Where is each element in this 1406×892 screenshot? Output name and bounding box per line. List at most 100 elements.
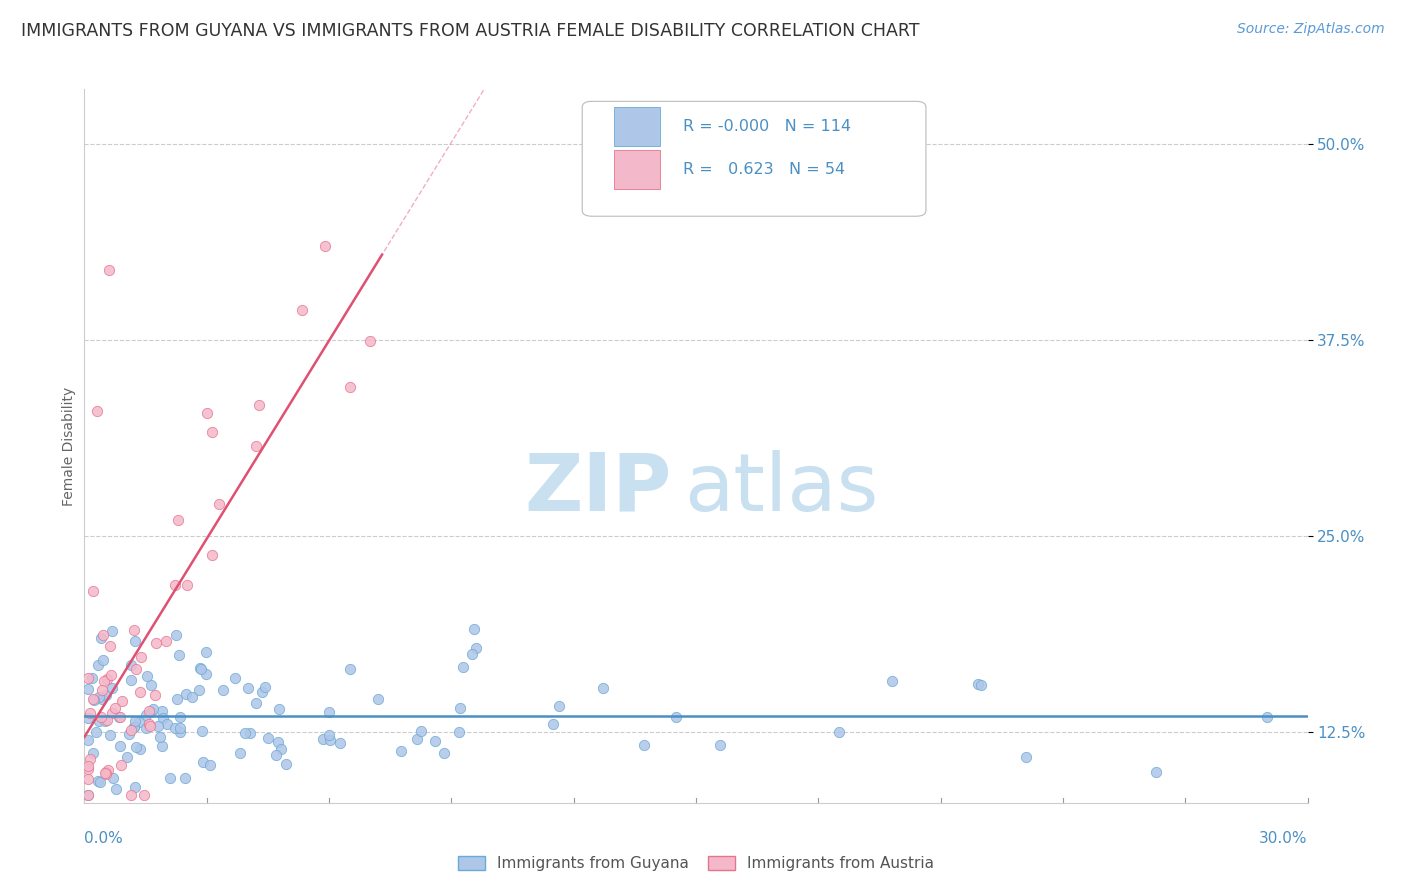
Point: [143, 688, 166, 702]
Text: IMMIGRANTS FROM GUYANA VS IMMIGRANTS FROM AUSTRIA FEMALE DISABILITY CORRELATION : IMMIGRANTS FROM GUYANA VS IMMIGRANTS FRO…: [21, 22, 920, 40]
Point: [314, 239, 336, 253]
Point: [174, 687, 197, 701]
Point: [77, 788, 100, 802]
Point: [1144, 764, 1167, 779]
Point: [122, 624, 145, 638]
Point: [124, 714, 146, 728]
Point: [77, 733, 100, 747]
Point: [191, 723, 214, 738]
Point: [89, 775, 111, 789]
Point: [464, 640, 486, 655]
Point: [150, 739, 173, 753]
Point: [152, 711, 174, 725]
Point: [120, 658, 142, 673]
Point: [664, 709, 686, 723]
Point: [145, 636, 167, 650]
Point: [82, 584, 104, 599]
Bar: [614, 150, 661, 189]
Point: [447, 725, 470, 739]
Point: [93, 674, 115, 689]
Point: [97, 764, 120, 778]
Point: [142, 702, 165, 716]
Point: [245, 439, 267, 453]
Point: [827, 725, 849, 739]
Point: [149, 731, 172, 745]
Point: [155, 633, 177, 648]
Point: [120, 723, 142, 737]
Point: [110, 758, 132, 772]
Point: [1256, 709, 1278, 723]
Point: [91, 628, 114, 642]
Point: [139, 678, 162, 692]
Point: [97, 262, 120, 277]
Point: [111, 694, 134, 708]
Point: [79, 752, 101, 766]
Text: 30.0%: 30.0%: [1260, 831, 1308, 846]
Point: [250, 684, 273, 698]
Point: [132, 788, 155, 802]
Point: [87, 690, 110, 704]
Point: [125, 739, 148, 754]
Text: 0.0%: 0.0%: [84, 831, 124, 846]
Point: [79, 706, 101, 720]
Point: [87, 657, 110, 672]
Point: [548, 699, 571, 714]
Point: [122, 720, 145, 734]
Point: [120, 788, 142, 802]
Text: R = -0.000   N = 114: R = -0.000 N = 114: [682, 120, 851, 134]
Point: [195, 645, 218, 659]
Point: [212, 682, 235, 697]
Text: Source: ZipAtlas.com: Source: ZipAtlas.com: [1237, 22, 1385, 37]
Legend: Immigrants from Guyana, Immigrants from Austria: Immigrants from Guyana, Immigrants from …: [451, 849, 941, 877]
Point: [180, 690, 202, 704]
Point: [129, 742, 152, 756]
Point: [201, 425, 224, 439]
Point: [174, 771, 197, 785]
Point: [339, 662, 361, 676]
Point: [233, 726, 256, 740]
Point: [188, 661, 211, 675]
Point: [880, 673, 903, 688]
Point: [169, 721, 191, 735]
Point: [94, 766, 117, 780]
Point: [1015, 749, 1038, 764]
Point: [138, 719, 160, 733]
Point: [367, 692, 389, 706]
Point: [77, 681, 100, 696]
Text: ZIP: ZIP: [524, 450, 672, 528]
Point: [461, 647, 484, 661]
Point: [77, 762, 100, 776]
Point: [146, 719, 169, 733]
Point: [165, 628, 187, 642]
Point: [167, 514, 190, 528]
Point: [269, 702, 291, 716]
Point: [100, 639, 122, 653]
Point: [247, 398, 270, 412]
Point: [270, 742, 292, 756]
Point: [191, 756, 214, 770]
Point: [543, 717, 565, 731]
Point: [966, 676, 988, 690]
Point: [318, 732, 340, 747]
Point: [104, 701, 127, 715]
Point: [339, 380, 361, 394]
Point: [167, 648, 190, 662]
Point: [312, 731, 335, 746]
Point: [150, 704, 173, 718]
Point: [245, 696, 267, 710]
Point: [329, 736, 352, 750]
Point: [318, 728, 340, 742]
Point: [82, 692, 104, 706]
Point: [124, 634, 146, 648]
Point: [108, 710, 131, 724]
Point: [82, 746, 104, 760]
Point: [169, 710, 191, 724]
Point: [166, 691, 188, 706]
Point: [451, 659, 474, 673]
Point: [201, 548, 224, 562]
Point: [129, 685, 152, 699]
Point: [94, 766, 117, 780]
Point: [195, 406, 218, 420]
Point: [84, 725, 107, 739]
Point: [405, 731, 427, 746]
